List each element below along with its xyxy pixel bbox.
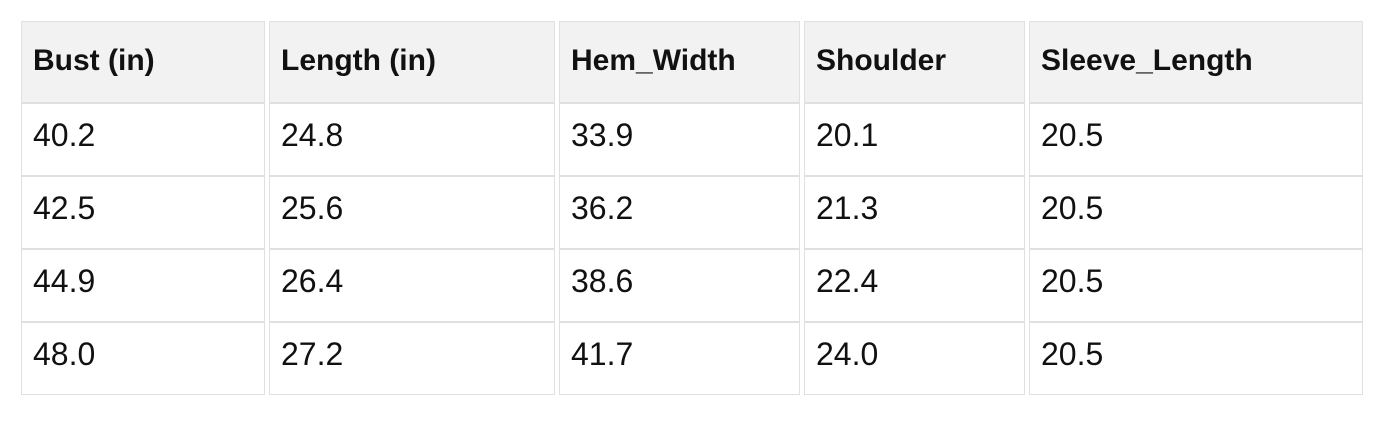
table-row: 48.0 27.2 41.7 24.0 20.5	[21, 322, 1363, 395]
table-cell: 20.5	[1029, 249, 1363, 322]
table-row: 44.9 26.4 38.6 22.4 20.5	[21, 249, 1363, 322]
table-cell: 20.5	[1029, 176, 1363, 249]
table-cell: 40.2	[21, 103, 265, 176]
table-cell: 26.4	[269, 249, 555, 322]
table-cell: 20.5	[1029, 103, 1363, 176]
column-header-sleeve-length: Sleeve_Length	[1029, 21, 1363, 103]
table-cell: 25.6	[269, 176, 555, 249]
table-cell: 20.5	[1029, 322, 1363, 395]
table-cell: 36.2	[559, 176, 800, 249]
table-cell: 24.0	[804, 322, 1025, 395]
table-header: Bust (in) Length (in) Hem_Width Shoulder…	[21, 21, 1363, 103]
table-cell: 20.1	[804, 103, 1025, 176]
table-row: 40.2 24.8 33.9 20.1 20.5	[21, 103, 1363, 176]
column-header-length: Length (in)	[269, 21, 555, 103]
column-header-bust: Bust (in)	[21, 21, 265, 103]
column-header-shoulder: Shoulder	[804, 21, 1025, 103]
table-body: 40.2 24.8 33.9 20.1 20.5 42.5 25.6 36.2 …	[21, 103, 1363, 395]
table-cell: 44.9	[21, 249, 265, 322]
table-cell: 27.2	[269, 322, 555, 395]
table-cell: 41.7	[559, 322, 800, 395]
table-cell: 24.8	[269, 103, 555, 176]
table-cell: 42.5	[21, 176, 265, 249]
size-chart-table: Bust (in) Length (in) Hem_Width Shoulder…	[17, 21, 1367, 395]
header-row: Bust (in) Length (in) Hem_Width Shoulder…	[21, 21, 1363, 103]
table-cell: 22.4	[804, 249, 1025, 322]
table-cell: 48.0	[21, 322, 265, 395]
table-cell: 33.9	[559, 103, 800, 176]
table-cell: 38.6	[559, 249, 800, 322]
column-header-hem-width: Hem_Width	[559, 21, 800, 103]
table-row: 42.5 25.6 36.2 21.3 20.5	[21, 176, 1363, 249]
table-cell: 21.3	[804, 176, 1025, 249]
